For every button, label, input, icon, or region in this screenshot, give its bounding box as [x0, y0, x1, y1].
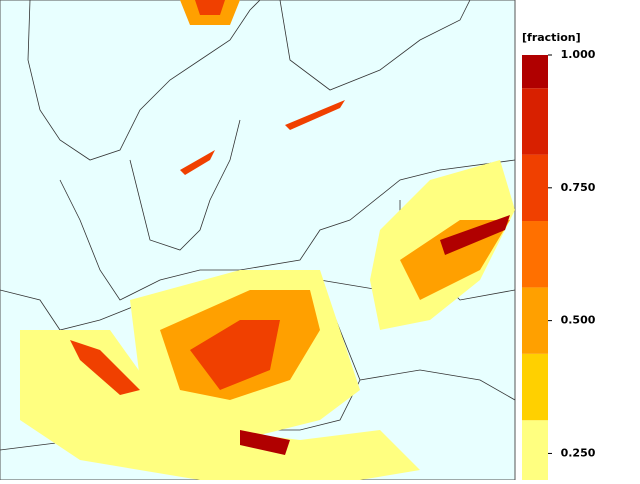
- colorbar: [fraction] 1.000 0.750 0.500 0.250: [522, 31, 596, 480]
- colorbar-band: [522, 88, 548, 155]
- colorbar-tick-label: 0.250: [561, 446, 596, 459]
- colorbar-band: [522, 154, 548, 222]
- colorbar-band: [522, 420, 548, 480]
- field: [20, 0, 515, 480]
- colorbar-band: [522, 353, 548, 421]
- colorbar-tick-label: 0.750: [561, 181, 596, 194]
- map: [0, 0, 516, 481]
- colorbar-label: [fraction]: [522, 31, 581, 44]
- colorbar-tick-label: 0.500: [561, 314, 596, 327]
- colorbar-band: [522, 221, 548, 288]
- colorbar-tick-label: 1.000: [561, 48, 596, 61]
- colorbar-band: [522, 55, 548, 89]
- coastline: [0, 0, 516, 331]
- colorbar-band: [522, 287, 548, 354]
